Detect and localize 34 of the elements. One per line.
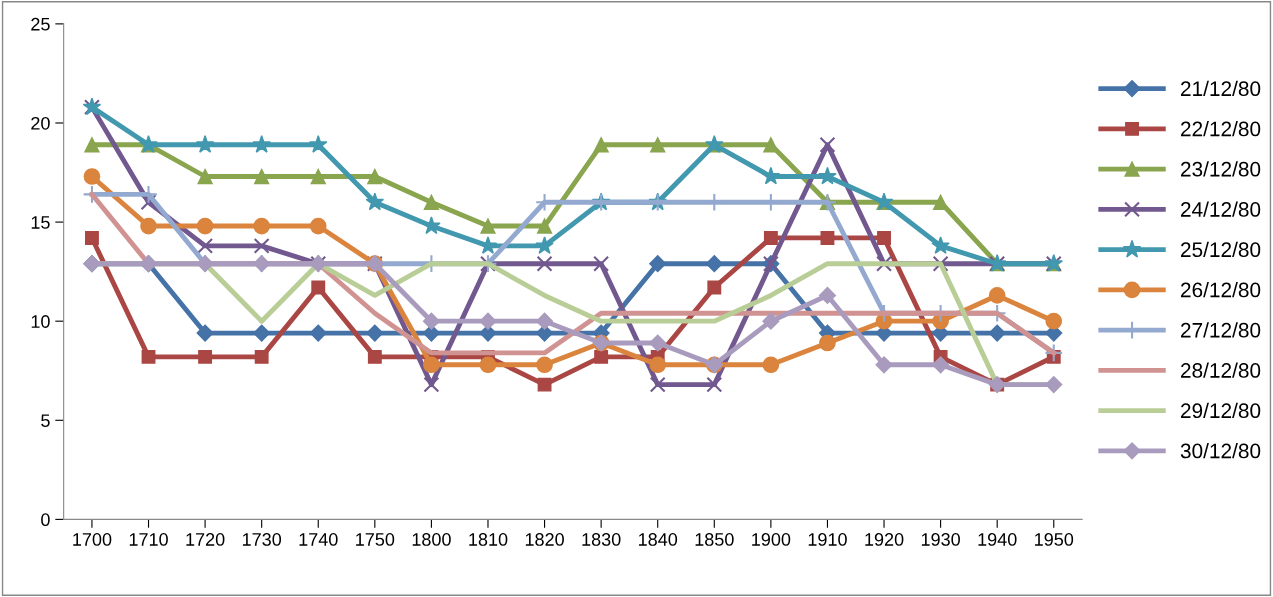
legend-label: 22/12/80 (1181, 121, 1261, 137)
x-tick-label: 1910 (808, 533, 847, 546)
y-tick-label: 10 (31, 315, 50, 328)
x-tick-label: 1730 (242, 533, 282, 546)
x-tick-label: 1950 (1035, 533, 1074, 546)
y-tick-label: 5 (41, 414, 50, 428)
x-tick-label: 1830 (582, 533, 621, 546)
x-tick-label: 1710 (129, 533, 168, 546)
legend-label: 21/12/80 (1181, 80, 1261, 97)
legend-label: 27/12/80 (1181, 322, 1261, 338)
legend-label: 29/12/80 (1181, 402, 1261, 419)
y-tick-label: 0 (41, 513, 50, 527)
y-tick-label: 25 (31, 17, 50, 31)
x-tick-label: 1900 (752, 533, 791, 546)
x-tick-label: 1820 (525, 533, 564, 546)
x-tick-label: 1720 (186, 533, 225, 546)
x-tick-label: 1740 (299, 533, 338, 546)
y-tick-label: 20 (31, 116, 50, 130)
x-tick-label: 1840 (639, 533, 678, 546)
x-tick-label: 1800 (412, 533, 451, 546)
legend-label: 23/12/80 (1181, 161, 1261, 177)
x-tick-label: 1850 (695, 533, 734, 546)
x-tick-label: 1920 (865, 533, 904, 546)
x-tick-label: 1930 (921, 533, 960, 546)
legend-label: 26/12/80 (1181, 282, 1261, 298)
legend-label: 30/12/80 (1180, 443, 1261, 459)
legend-label: 25/12/80 (1181, 241, 1261, 258)
x-tick-label: 1810 (469, 533, 508, 546)
legend-label: 28/12/80 (1181, 362, 1261, 378)
y-tick-label: 15 (31, 216, 50, 229)
x-tick-label: 1700 (73, 533, 112, 546)
x-tick-label: 1940 (978, 533, 1017, 546)
x-tick-label: 1750 (356, 533, 395, 546)
legend-label: 24/12/80 (1181, 201, 1261, 217)
